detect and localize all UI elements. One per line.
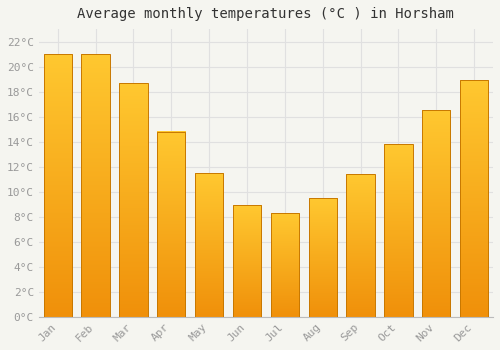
- Bar: [157, 132, 186, 317]
- Bar: [308, 198, 337, 317]
- Bar: [195, 173, 224, 317]
- Bar: [384, 144, 412, 317]
- Bar: [270, 213, 299, 317]
- Title: Average monthly temperatures (°C ) in Horsham: Average monthly temperatures (°C ) in Ho…: [78, 7, 454, 21]
- Bar: [233, 205, 261, 317]
- Bar: [44, 54, 72, 317]
- Bar: [422, 110, 450, 317]
- Bar: [82, 54, 110, 317]
- Bar: [460, 80, 488, 317]
- Bar: [346, 174, 375, 317]
- Bar: [119, 83, 148, 317]
